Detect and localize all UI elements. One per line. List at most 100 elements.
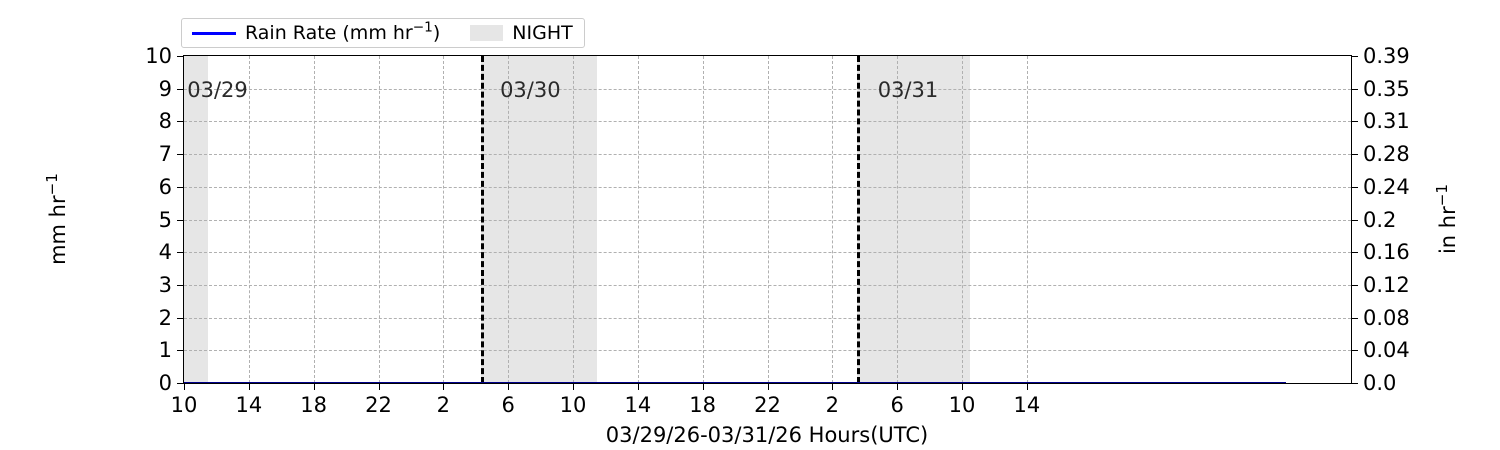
x-axis-tick-label: 14 bbox=[624, 393, 652, 417]
horizontal-gridline bbox=[184, 219, 1351, 221]
y-axis-left-tick-label: 3 bbox=[158, 272, 172, 297]
x-axis-tick-label: 14 bbox=[1013, 393, 1041, 417]
rain-rate-line bbox=[184, 381, 1287, 383]
y-axis-right-tick bbox=[1351, 186, 1358, 188]
y-axis-right-tick bbox=[1351, 252, 1358, 254]
y-axis-label-right-text: in hr bbox=[1436, 206, 1460, 255]
day-divider-line bbox=[480, 56, 484, 383]
x-axis-tick-label: 10 bbox=[559, 393, 587, 417]
y-axis-right-tick-label: 0.39 bbox=[1363, 44, 1410, 68]
legend-label-night: NIGHT bbox=[512, 22, 573, 44]
plot-area: 03/29 03/30 03/31 0 1 2 3 4 5 6 7 8 9 10 0.0 0.04 0.08… bbox=[145, 44, 1410, 417]
x-axis-tick-label: 22 bbox=[365, 393, 392, 417]
y-axis-right-tick bbox=[1351, 154, 1358, 156]
y-axis-right-tick bbox=[1351, 88, 1358, 90]
horizontal-gridline bbox=[184, 317, 1351, 319]
y-axis-left-tick bbox=[177, 154, 184, 156]
y-axis-right-tick bbox=[1351, 56, 1358, 57]
y-axis-right-tick bbox=[1351, 350, 1358, 352]
x-axis-tick bbox=[248, 383, 250, 390]
y-axis-left-tick bbox=[177, 317, 184, 319]
x-axis-tick bbox=[832, 383, 834, 390]
legend-label-rain-rate: Rain Rate (mm hr−1) bbox=[245, 19, 441, 44]
y-axis-right-tick bbox=[1351, 383, 1358, 384]
x-axis-tick bbox=[443, 383, 445, 390]
day-annotation-label: 03/29 bbox=[187, 77, 248, 102]
x-axis-tick bbox=[508, 383, 510, 390]
horizontal-gridline bbox=[184, 121, 1351, 123]
legend-patch-swatch-icon bbox=[470, 25, 504, 41]
legend-line-swatch-icon bbox=[192, 31, 236, 35]
x-axis-tick bbox=[378, 383, 380, 390]
y-axis-right-tick-label: 0.24 bbox=[1363, 174, 1410, 199]
y-axis-left-tick bbox=[177, 186, 184, 188]
y-axis-label-left-text: mm hr bbox=[46, 195, 70, 265]
horizontal-gridline bbox=[184, 252, 1351, 254]
y-axis-right-tick-label: 0.12 bbox=[1363, 272, 1410, 297]
y-axis-left-tick bbox=[177, 121, 184, 123]
legend-label-rain-rate-tail: ) bbox=[432, 22, 441, 44]
x-axis-tick-label: 22 bbox=[754, 393, 781, 417]
x-axis-tick-label: 14 bbox=[235, 393, 263, 417]
y-axis-right-tick bbox=[1351, 284, 1358, 286]
y-axis-right-tick bbox=[1351, 219, 1358, 221]
y-axis-left-tick bbox=[177, 350, 184, 352]
y-axis-left-tick bbox=[177, 252, 184, 254]
horizontal-gridline bbox=[184, 284, 1351, 286]
horizontal-gridline bbox=[184, 350, 1351, 352]
day-divider-line bbox=[856, 56, 860, 383]
x-axis-tick bbox=[962, 383, 963, 390]
legend-entry-rain-rate: Rain Rate (mm hr−1) bbox=[192, 19, 441, 44]
x-axis-tick-label: 6 bbox=[501, 393, 515, 417]
x-axis-tick-label: 10 bbox=[170, 393, 198, 417]
y-axis-right-tick-label: 0.35 bbox=[1363, 76, 1410, 101]
y-axis-right-tick-label: 0.2 bbox=[1363, 207, 1397, 232]
legend-label-rain-rate-superscript: −1 bbox=[412, 19, 433, 36]
y-axis-right-tick-label: 0.08 bbox=[1363, 305, 1410, 330]
y-axis-left-tick-label: 2 bbox=[158, 305, 172, 330]
day-annotation-label: 03/30 bbox=[500, 77, 561, 102]
y-axis-left-tick bbox=[177, 88, 184, 90]
y-axis-right-tick-label: 0.0 bbox=[1363, 371, 1397, 395]
x-axis-tick bbox=[767, 383, 769, 390]
x-axis-tick bbox=[573, 383, 574, 390]
horizontal-gridline bbox=[184, 88, 1351, 90]
horizontal-gridline bbox=[184, 154, 1351, 156]
y-axis-right-tick-label: 0.04 bbox=[1363, 338, 1410, 363]
y-axis-left-tick-label: 5 bbox=[158, 207, 172, 232]
y-axis-left-tick-label: 1 bbox=[158, 338, 172, 363]
y-axis-right-tick bbox=[1351, 317, 1358, 319]
y-axis-left-tick-label: 9 bbox=[158, 76, 172, 101]
x-axis-tick bbox=[637, 383, 639, 390]
legend-label-rain-rate-text: Rain Rate (mm hr bbox=[245, 22, 413, 44]
x-axis-tick bbox=[897, 383, 899, 390]
plot-clip-region: 03/29 03/30 03/31 bbox=[184, 56, 1351, 383]
x-axis-tick bbox=[313, 383, 315, 390]
y-axis-label-left-superscript: −1 bbox=[43, 173, 61, 196]
y-axis-left-tick-label: 7 bbox=[158, 142, 172, 167]
y-axis-label-right: in hr−1 bbox=[1433, 183, 1460, 255]
y-axis-left-tick-label: 0 bbox=[158, 371, 172, 395]
x-axis-tick-label: 6 bbox=[890, 393, 904, 417]
x-axis-tick-label: 18 bbox=[300, 393, 328, 417]
y-axis-left-tick bbox=[177, 219, 184, 221]
y-axis-right-tick-label: 0.16 bbox=[1363, 240, 1410, 265]
chart-legend: Rain Rate (mm hr−1) NIGHT bbox=[181, 18, 585, 48]
x-axis-tick-label: 10 bbox=[948, 393, 976, 417]
y-axis-right-tick bbox=[1351, 121, 1358, 123]
x-axis-label: 03/29/26-03/31/26 Hours(UTC) bbox=[605, 423, 929, 447]
y-axis-left-tick-label: 8 bbox=[158, 109, 172, 134]
y-axis-right-tick-label: 0.31 bbox=[1363, 109, 1410, 134]
y-axis-label-right-superscript: −1 bbox=[1433, 183, 1451, 207]
x-axis-tick bbox=[702, 383, 704, 390]
y-axis-left-tick bbox=[177, 56, 184, 57]
y-axis-left-tick-label: 4 bbox=[158, 240, 172, 265]
legend-entry-night: NIGHT bbox=[440, 22, 573, 44]
y-axis-left-tick bbox=[177, 284, 184, 286]
x-axis-tick-label: 2 bbox=[825, 393, 840, 417]
y-axis-left-tick-label: 6 bbox=[158, 174, 172, 199]
x-axis-tick-label: 2 bbox=[436, 393, 451, 417]
x-axis-tick bbox=[1026, 383, 1028, 390]
y-axis-label-left: mm hr−1 bbox=[43, 173, 70, 265]
